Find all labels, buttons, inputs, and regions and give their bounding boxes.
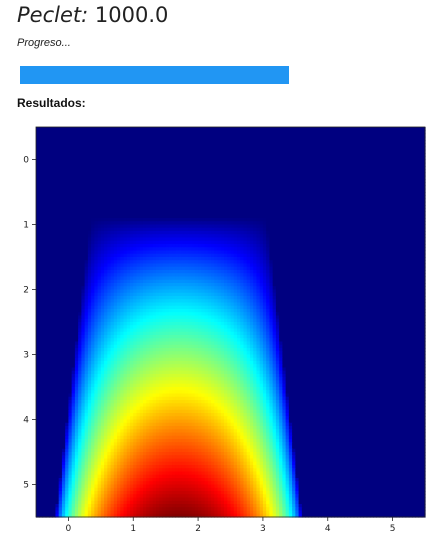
peclet-title: Peclet: 1000.0 [17,3,168,27]
plot-frame [35,126,426,518]
progress-bar [20,66,418,84]
heatmap-plot: 0 1 2 3 4 5 0 1 2 3 4 5 [23,126,426,534]
y-tick-label-1: 1 [23,221,29,231]
peclet-value: 1000.0 [94,3,169,27]
results-heading: Resultados: [17,96,86,110]
x-tick-label-3: 3 [260,524,266,534]
y-tick-label-2: 2 [23,286,29,296]
x-tick-label-0: 0 [66,524,72,534]
x-tick-label-1: 1 [130,524,136,534]
y-tick-label-3: 3 [23,351,29,361]
progress-bar-fill [20,66,289,84]
x-tick-label-2: 2 [195,524,201,534]
x-axis: 0 1 2 3 4 5 [66,517,396,534]
peclet-label: Peclet: [17,3,89,27]
heatmap-cells [36,127,426,518]
y-tick-label-5: 5 [23,481,29,491]
progress-label: Progreso... [17,37,71,49]
y-tick-label-0: 0 [23,156,29,166]
y-axis: 0 1 2 3 4 5 [23,156,36,491]
x-tick-label-5: 5 [390,524,396,534]
y-tick-label-4: 4 [23,416,29,426]
x-tick-label-4: 4 [325,524,331,534]
